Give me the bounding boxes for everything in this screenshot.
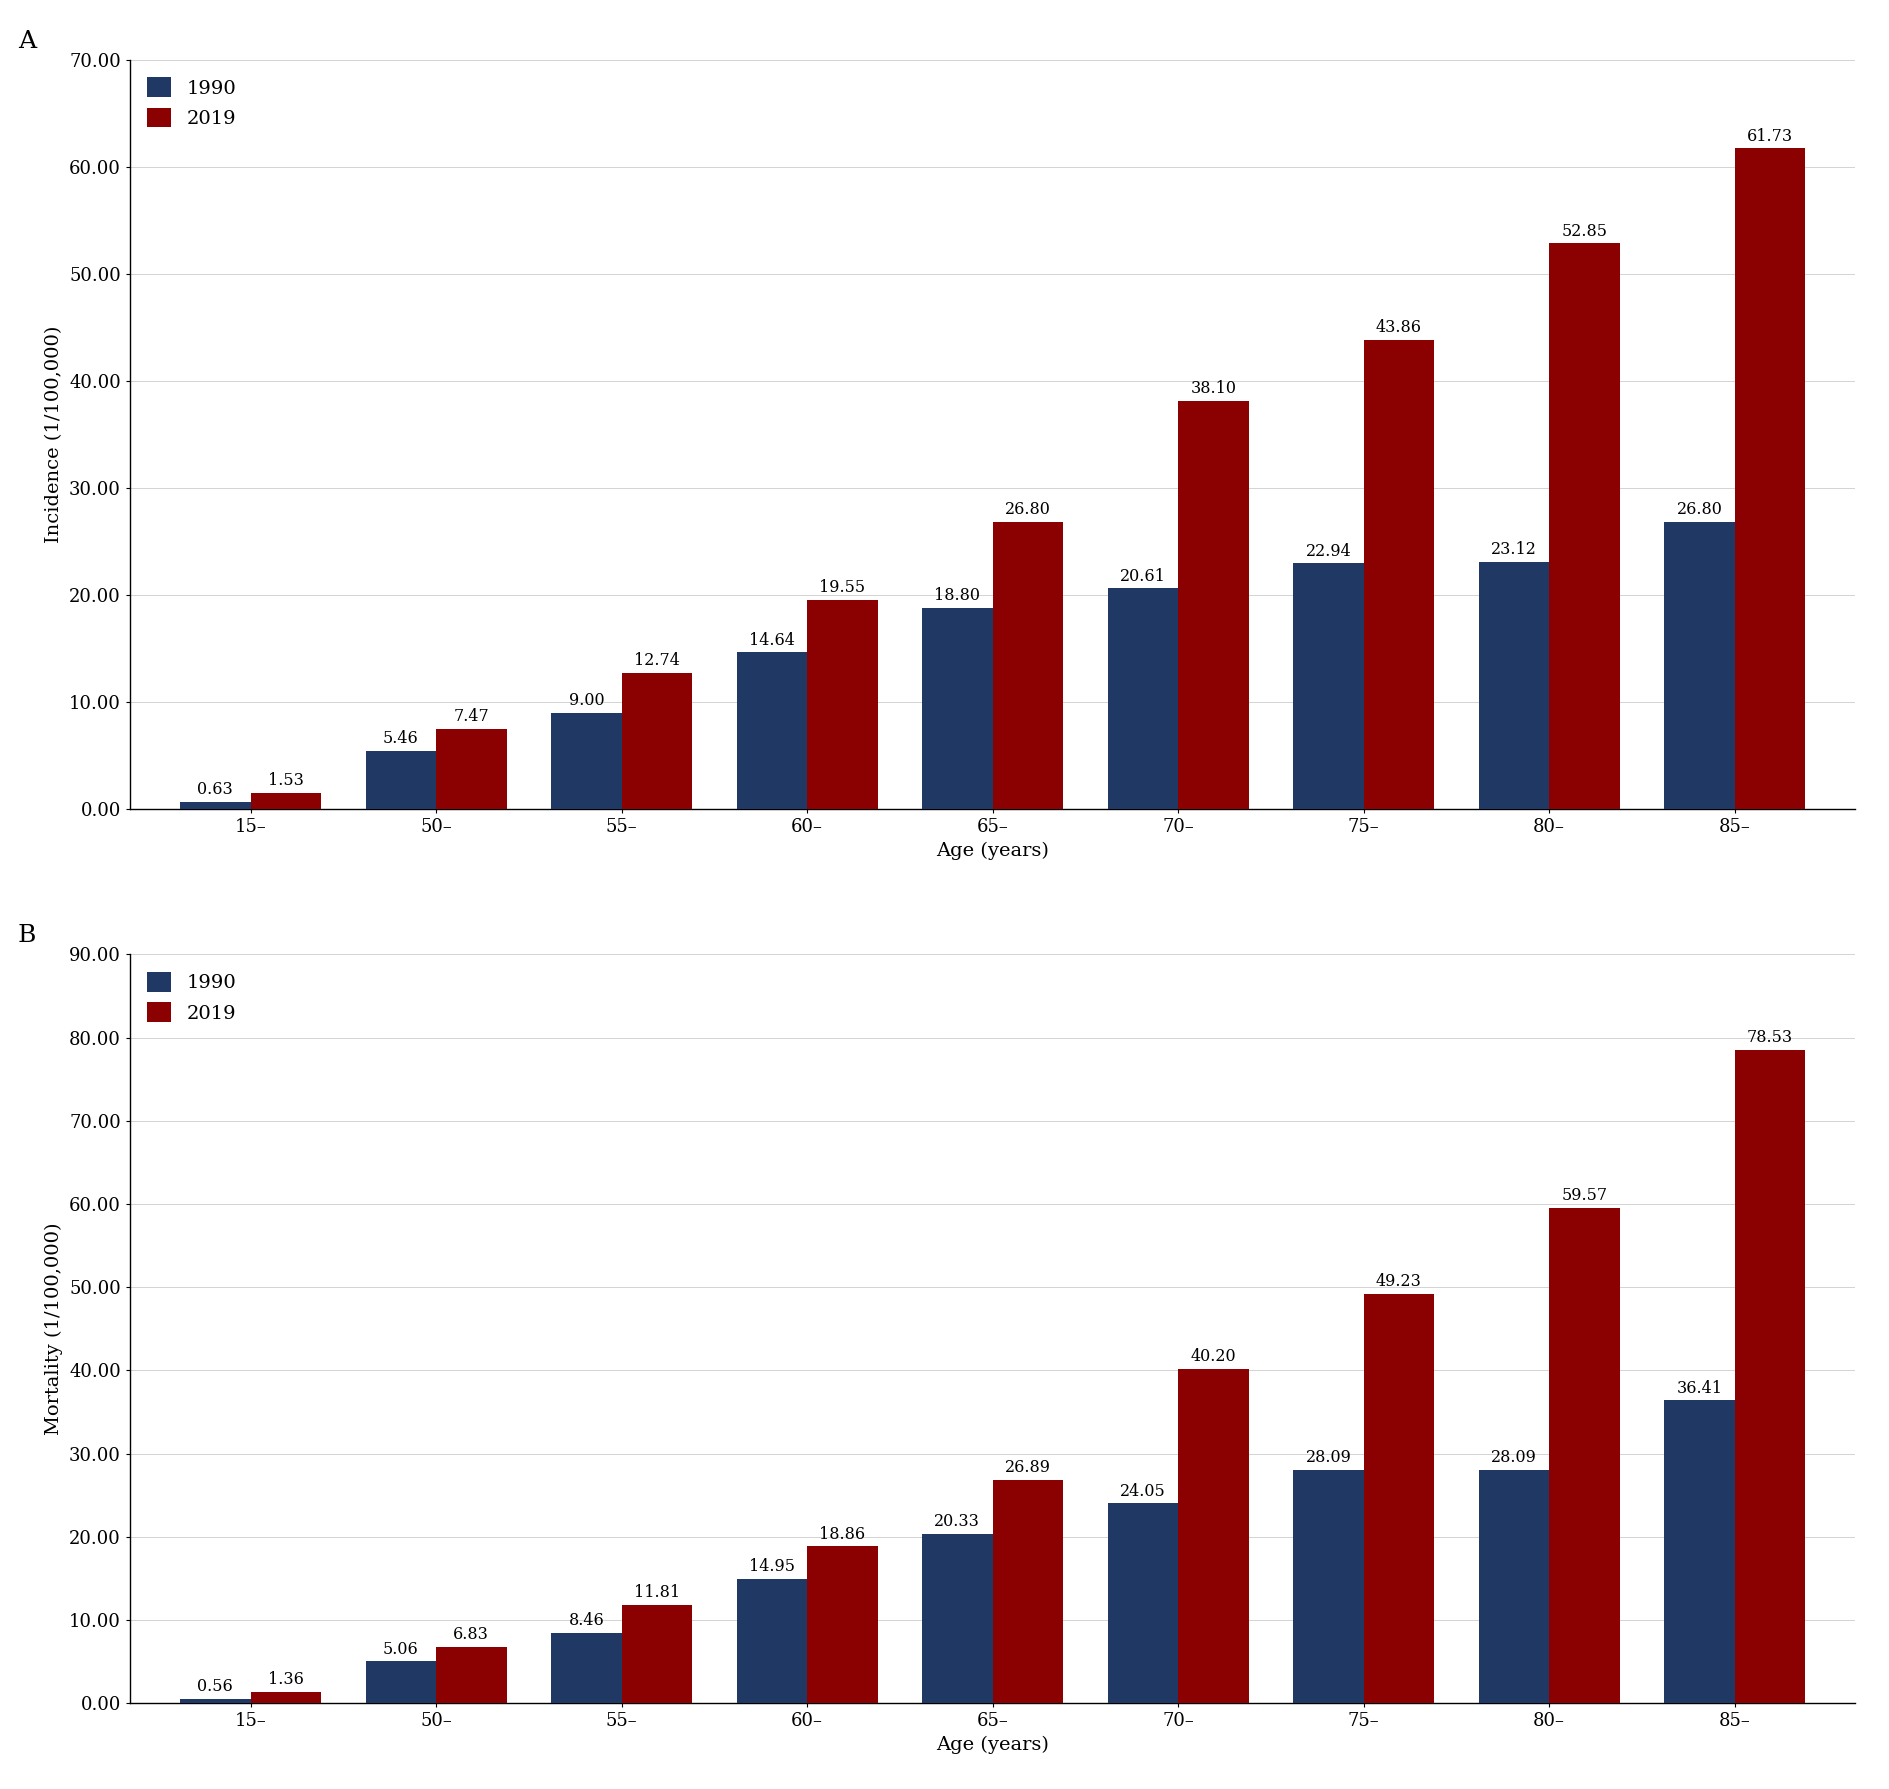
Bar bbox=[1549, 243, 1619, 809]
Text: A: A bbox=[17, 30, 36, 54]
Text: 23.12: 23.12 bbox=[1490, 540, 1536, 558]
Text: 0.63: 0.63 bbox=[196, 782, 232, 798]
Bar bbox=[436, 728, 506, 809]
Bar bbox=[1734, 148, 1804, 809]
Bar bbox=[1107, 1503, 1177, 1703]
Bar bbox=[179, 1700, 251, 1703]
Text: 9.00: 9.00 bbox=[569, 692, 604, 708]
Bar bbox=[552, 712, 621, 809]
Bar bbox=[365, 751, 436, 809]
Bar bbox=[1292, 564, 1364, 809]
Bar bbox=[807, 1546, 876, 1703]
Text: 22.94: 22.94 bbox=[1305, 542, 1351, 560]
Text: 20.33: 20.33 bbox=[933, 1513, 980, 1530]
Text: 43.86: 43.86 bbox=[1375, 318, 1421, 336]
Y-axis label: Mortality (1/100,000): Mortality (1/100,000) bbox=[45, 1222, 64, 1435]
Bar bbox=[1734, 1050, 1804, 1703]
Text: 1.53: 1.53 bbox=[268, 771, 304, 789]
Text: 38.10: 38.10 bbox=[1190, 381, 1235, 397]
X-axis label: Age (years): Age (years) bbox=[935, 1735, 1048, 1755]
Text: 19.55: 19.55 bbox=[818, 580, 865, 596]
Text: 5.06: 5.06 bbox=[383, 1641, 419, 1658]
Bar bbox=[436, 1646, 506, 1703]
Bar bbox=[179, 801, 251, 809]
Text: 11.81: 11.81 bbox=[633, 1585, 680, 1601]
Bar bbox=[552, 1633, 621, 1703]
Bar bbox=[251, 1692, 321, 1703]
Bar bbox=[1177, 401, 1249, 809]
Text: 5.46: 5.46 bbox=[383, 730, 419, 746]
Text: 28.09: 28.09 bbox=[1490, 1449, 1536, 1465]
Bar bbox=[1292, 1469, 1364, 1703]
Text: 40.20: 40.20 bbox=[1190, 1349, 1235, 1365]
Text: 49.23: 49.23 bbox=[1375, 1274, 1421, 1290]
Text: 7.47: 7.47 bbox=[453, 708, 489, 725]
Text: 59.57: 59.57 bbox=[1560, 1186, 1608, 1204]
Y-axis label: Incidence (1/100,000): Incidence (1/100,000) bbox=[45, 326, 64, 544]
Bar bbox=[922, 608, 992, 809]
Text: 61.73: 61.73 bbox=[1745, 127, 1793, 145]
Text: 1.36: 1.36 bbox=[268, 1671, 304, 1689]
Bar bbox=[992, 1480, 1062, 1703]
Bar bbox=[1364, 1293, 1434, 1703]
Text: 24.05: 24.05 bbox=[1120, 1483, 1166, 1499]
Text: 18.86: 18.86 bbox=[818, 1526, 865, 1542]
Text: 52.85: 52.85 bbox=[1560, 222, 1606, 240]
Bar bbox=[1364, 340, 1434, 809]
Text: 14.64: 14.64 bbox=[748, 632, 795, 649]
Bar bbox=[807, 599, 876, 809]
Text: 78.53: 78.53 bbox=[1745, 1029, 1793, 1047]
Bar bbox=[621, 673, 691, 809]
Bar bbox=[1549, 1208, 1619, 1703]
Text: 20.61: 20.61 bbox=[1120, 567, 1166, 585]
Bar bbox=[365, 1662, 436, 1703]
Text: 26.89: 26.89 bbox=[1005, 1458, 1050, 1476]
Text: 12.74: 12.74 bbox=[633, 651, 680, 669]
Text: 14.95: 14.95 bbox=[748, 1558, 795, 1576]
Text: 8.46: 8.46 bbox=[569, 1612, 604, 1630]
Bar bbox=[922, 1535, 992, 1703]
Text: 36.41: 36.41 bbox=[1676, 1379, 1721, 1397]
Bar bbox=[1177, 1369, 1249, 1703]
Bar bbox=[737, 1580, 807, 1703]
Text: 0.56: 0.56 bbox=[196, 1678, 232, 1694]
Bar bbox=[1107, 589, 1177, 809]
Text: 26.80: 26.80 bbox=[1676, 501, 1721, 519]
Bar bbox=[1664, 1401, 1734, 1703]
X-axis label: Age (years): Age (years) bbox=[935, 841, 1048, 861]
Text: 26.80: 26.80 bbox=[1005, 501, 1050, 519]
Text: 18.80: 18.80 bbox=[933, 587, 980, 605]
Bar bbox=[737, 653, 807, 809]
Bar bbox=[1477, 1469, 1549, 1703]
Bar bbox=[251, 793, 321, 809]
Text: 6.83: 6.83 bbox=[453, 1626, 489, 1642]
Text: 28.09: 28.09 bbox=[1305, 1449, 1351, 1465]
Bar bbox=[1664, 522, 1734, 809]
Text: B: B bbox=[17, 925, 36, 948]
Bar bbox=[1477, 562, 1549, 809]
Legend: 1990, 2019: 1990, 2019 bbox=[140, 70, 244, 136]
Bar bbox=[992, 522, 1062, 809]
Bar bbox=[621, 1605, 691, 1703]
Legend: 1990, 2019: 1990, 2019 bbox=[140, 964, 244, 1030]
